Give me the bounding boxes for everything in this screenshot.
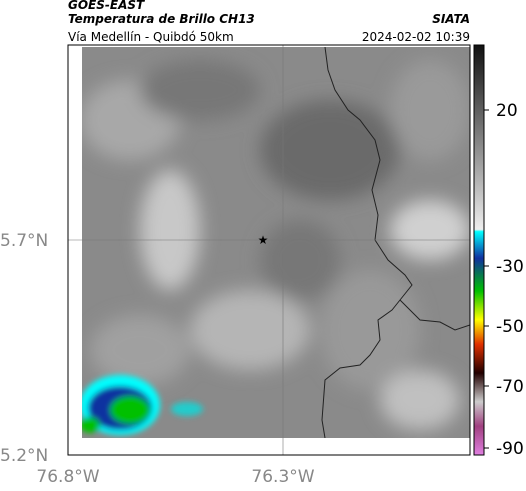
- colorbar: [473, 44, 485, 456]
- colorbar-ticks: [484, 109, 489, 449]
- lat-label: 5.7°N: [0, 231, 48, 251]
- colorbar-label: -70: [496, 377, 524, 397]
- colorbar-label: -90: [496, 439, 524, 459]
- source: GOES-EAST: [68, 0, 145, 12]
- timestamp: 2024-02-02 10:39: [362, 30, 470, 44]
- colorbar-label: 20: [496, 101, 518, 121]
- title: Temperatura de Brillo CH13: [68, 12, 255, 26]
- colorbar-label: -50: [496, 317, 524, 337]
- subtitle: Vía Medellín - Quibdó 50km: [68, 30, 234, 44]
- lon-label: 76.8°W: [36, 467, 99, 487]
- colorbar-label: -30: [496, 257, 524, 277]
- satellite-image: [82, 47, 470, 438]
- lat-label: 5.2°N: [0, 446, 48, 466]
- map-frame: [67, 44, 471, 456]
- agency: SIATA: [432, 12, 470, 26]
- location-star: ★: [258, 233, 269, 247]
- lon-label: 76.3°W: [251, 467, 314, 487]
